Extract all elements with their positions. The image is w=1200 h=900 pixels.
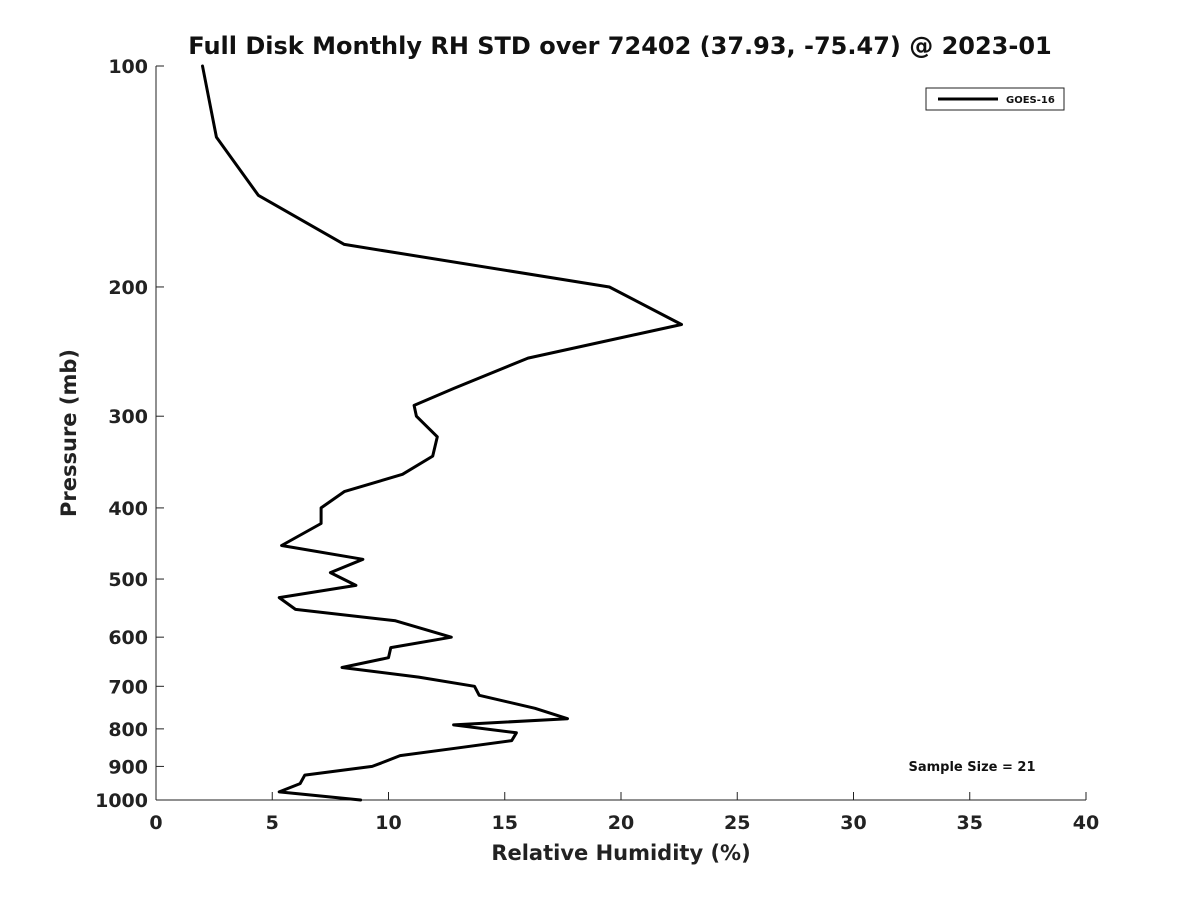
series-line-goes-16 xyxy=(201,64,683,802)
y-tick-label: 500 xyxy=(108,569,148,591)
y-ticks: 100 200 300 400 500 600 700 800 900 1000 xyxy=(95,56,164,812)
y-axis-label: Pressure (mb) xyxy=(57,349,81,517)
y-tick-label: 400 xyxy=(108,498,148,520)
x-tick-label: 15 xyxy=(492,812,518,834)
x-tick-label: 20 xyxy=(608,812,634,834)
y-tick-label: 200 xyxy=(108,277,148,299)
x-axis-label: Relative Humidity (%) xyxy=(491,841,750,865)
x-tick-label: 25 xyxy=(724,812,750,834)
x-tick-label: 0 xyxy=(149,812,162,834)
series-layer xyxy=(201,64,683,802)
y-tick-label: 600 xyxy=(108,627,148,649)
sample-size-annotation: Sample Size = 21 xyxy=(908,760,1035,775)
y-tick-label: 800 xyxy=(108,719,148,741)
x-tick-label: 40 xyxy=(1073,812,1099,834)
x-tick-label: 5 xyxy=(266,812,279,834)
x-tick-label: 30 xyxy=(840,812,866,834)
y-tick-label: 300 xyxy=(108,406,148,428)
y-tick-label: 700 xyxy=(108,676,148,698)
x-tick-label: 35 xyxy=(957,812,983,834)
y-tick-label: 900 xyxy=(108,756,148,778)
legend: GOES-16 xyxy=(925,87,1065,111)
chart-title: Full Disk Monthly RH STD over 72402 (37.… xyxy=(188,32,1051,60)
y-tick-label: 100 xyxy=(108,56,148,78)
axes xyxy=(155,66,1086,801)
legend-label: GOES-16 xyxy=(1006,95,1055,106)
y-tick-label: 1000 xyxy=(95,790,148,812)
x-tick-label: 10 xyxy=(375,812,401,834)
x-ticks: 0 5 10 15 20 25 30 35 40 xyxy=(149,792,1099,834)
